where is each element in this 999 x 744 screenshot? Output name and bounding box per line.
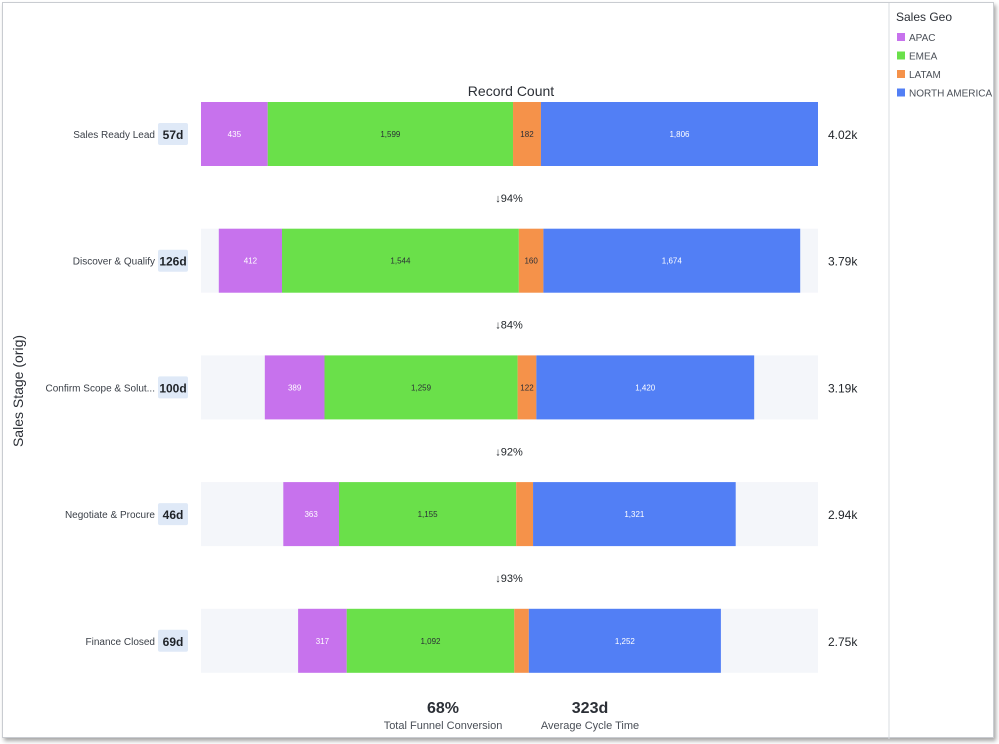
total-label: 3.79k bbox=[828, 255, 858, 269]
bar-segment-latam[interactable] bbox=[516, 482, 534, 547]
category-label: Negotiate & Procure bbox=[65, 510, 155, 521]
bar-segment-latam[interactable] bbox=[513, 102, 541, 166]
total-label: 2.94k bbox=[828, 508, 858, 522]
data-label: 1,252 bbox=[615, 637, 636, 646]
bar-segment-north-america[interactable] bbox=[528, 608, 721, 673]
cycle-time-badge bbox=[158, 503, 188, 526]
data-label: 1,420 bbox=[635, 383, 656, 392]
data-label: 182 bbox=[520, 130, 534, 139]
category-label: Sales Ready Lead bbox=[73, 130, 155, 141]
legend-item-label[interactable]: LATAM bbox=[909, 70, 941, 81]
data-label: 160 bbox=[524, 257, 538, 266]
legend-swatch[interactable] bbox=[897, 70, 905, 78]
conversion-label: ↓92% bbox=[495, 446, 523, 458]
summary-label: Average Cycle Time bbox=[541, 720, 639, 732]
bar-segment-apac[interactable] bbox=[201, 102, 268, 166]
summary-value: 323d bbox=[572, 700, 608, 717]
bar-segment-north-america[interactable] bbox=[540, 102, 818, 166]
bar-segment-latam[interactable] bbox=[518, 228, 544, 293]
bar-segment-apac[interactable] bbox=[264, 355, 325, 420]
bar-segment-north-america[interactable] bbox=[533, 482, 736, 547]
cycle-time-badge bbox=[158, 629, 188, 652]
cycle-time-badge bbox=[158, 123, 188, 145]
cycle-time-badge bbox=[158, 249, 188, 272]
total-label: 3.19k bbox=[828, 381, 858, 395]
total-label: 4.02k bbox=[828, 128, 858, 142]
bar-segment-latam[interactable] bbox=[517, 355, 537, 420]
funnel-chart: 435 1,599 182 1,806 Sales Ready Lead 57d 4.02k… bbox=[10, 3, 992, 739]
cycle-time-label: 69d bbox=[163, 635, 184, 649]
data-label: 435 bbox=[228, 130, 242, 139]
data-label: 1,259 bbox=[411, 383, 432, 392]
bar-segment-north-america[interactable] bbox=[543, 228, 801, 293]
data-label: 1,599 bbox=[380, 130, 401, 139]
bar-segment-apac[interactable] bbox=[298, 608, 347, 673]
bar-segment-emea[interactable] bbox=[267, 102, 514, 166]
bar-segment-latam[interactable] bbox=[514, 608, 529, 673]
cycle-time-label: 57d bbox=[163, 128, 184, 142]
cycle-time-label: 126d bbox=[159, 255, 186, 269]
legend-swatch[interactable] bbox=[897, 88, 905, 97]
data-label: 317 bbox=[316, 637, 330, 646]
bar-segment-emea[interactable] bbox=[346, 608, 515, 673]
legend-item-label[interactable]: NORTH AMERICA bbox=[909, 89, 992, 100]
bar-segment-apac[interactable] bbox=[218, 228, 282, 293]
bar-segment-emea[interactable] bbox=[281, 228, 519, 293]
conversion-label: ↓84% bbox=[495, 320, 523, 332]
data-label: 1,674 bbox=[662, 257, 683, 266]
bar-segment-apac[interactable] bbox=[283, 482, 339, 547]
y-axis-label: Sales Stage (orig) bbox=[10, 335, 26, 447]
total-label: 2.75k bbox=[828, 635, 858, 649]
cycle-time-label: 46d bbox=[163, 508, 184, 522]
category-label: Discover & Qualify bbox=[73, 257, 155, 268]
data-label: 389 bbox=[288, 383, 302, 392]
data-label: 363 bbox=[304, 510, 318, 519]
cycle-time-badge bbox=[158, 376, 188, 399]
bar-segment-north-america[interactable] bbox=[536, 355, 755, 420]
cycle-time-label: 100d bbox=[159, 381, 186, 395]
summary-value: 68% bbox=[427, 700, 459, 717]
legend-item-label[interactable]: EMEA bbox=[909, 52, 938, 63]
data-label: 412 bbox=[244, 257, 258, 266]
conversion-label: ↓93% bbox=[495, 573, 523, 585]
bar-segment-emea[interactable] bbox=[338, 482, 517, 547]
legend-title: Sales Geo bbox=[896, 10, 952, 24]
data-label: 1,321 bbox=[624, 510, 645, 519]
data-label: 122 bbox=[520, 383, 534, 392]
data-label: 1,806 bbox=[669, 130, 690, 139]
legend-item-label[interactable]: APAC bbox=[909, 33, 936, 44]
data-label: 1,544 bbox=[390, 257, 411, 266]
bar-segment-emea[interactable] bbox=[324, 355, 518, 420]
data-label: 1,092 bbox=[420, 637, 441, 646]
category-label: Finance Closed bbox=[86, 637, 155, 648]
data-label: 1,155 bbox=[418, 510, 439, 519]
category-label: Confirm Scope & Solut... bbox=[46, 383, 156, 394]
summary-label: Total Funnel Conversion bbox=[384, 720, 503, 732]
legend-swatch[interactable] bbox=[897, 33, 905, 41]
legend-swatch[interactable] bbox=[897, 51, 905, 60]
chart-title: Record Count bbox=[468, 83, 554, 99]
conversion-label: ↓94% bbox=[495, 193, 523, 205]
